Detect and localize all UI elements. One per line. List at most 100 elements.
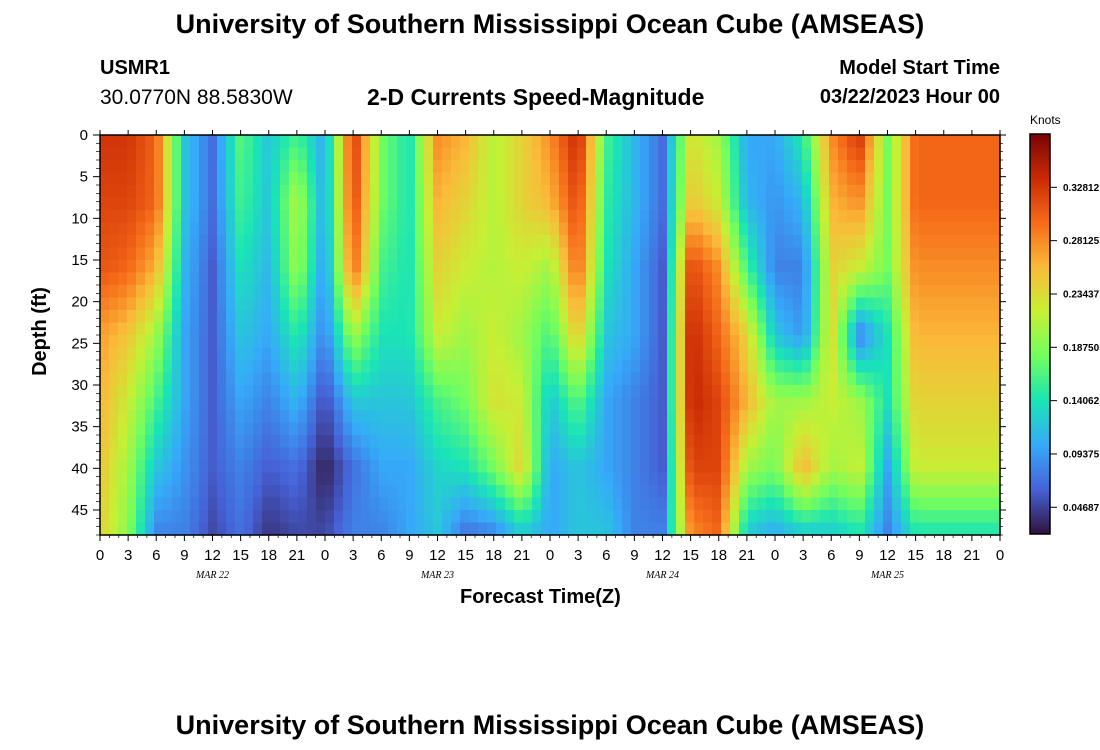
heatmap-cell xyxy=(433,410,443,424)
heatmap-cell xyxy=(325,485,335,499)
heatmap-cell xyxy=(703,410,713,424)
date-label: MAR 23 xyxy=(420,570,454,581)
heatmap-cell xyxy=(154,322,164,336)
heatmap-cell xyxy=(568,272,578,286)
heatmap-cell xyxy=(172,360,182,374)
heatmap-cell xyxy=(955,485,965,499)
heatmap-cell xyxy=(289,285,299,299)
heatmap-cell xyxy=(937,497,947,511)
heatmap-cell xyxy=(532,510,542,524)
heatmap-cell xyxy=(676,147,686,161)
heatmap-cell xyxy=(910,260,920,274)
heatmap-cell xyxy=(658,435,668,449)
heatmap-cell xyxy=(406,522,416,536)
heatmap-cell xyxy=(496,285,506,299)
heatmap-cell xyxy=(910,385,920,399)
heatmap-cell xyxy=(766,185,776,199)
heatmap-cell xyxy=(370,385,380,399)
heatmap-cell xyxy=(433,322,443,336)
heatmap-cell xyxy=(829,447,839,461)
heatmap-cell xyxy=(865,185,875,199)
x-tick-label: 6 xyxy=(377,547,385,564)
heatmap-cell xyxy=(379,385,389,399)
heatmap-cell xyxy=(973,472,983,486)
heatmap-cell xyxy=(199,135,209,149)
heatmap-cell xyxy=(262,197,272,211)
heatmap-cell xyxy=(622,347,632,361)
heatmap-cell xyxy=(280,347,290,361)
heatmap-cell xyxy=(442,297,452,311)
heatmap-cell xyxy=(685,310,695,324)
heatmap-cell xyxy=(208,447,218,461)
heatmap-cell xyxy=(982,297,992,311)
heatmap-cell xyxy=(253,497,263,511)
heatmap-cell xyxy=(613,235,623,249)
heatmap-cell xyxy=(595,472,605,486)
heatmap-cell xyxy=(478,197,488,211)
heatmap-cell xyxy=(757,322,767,336)
heatmap-cell xyxy=(451,222,461,236)
heatmap-cell xyxy=(406,247,416,261)
heatmap-cell xyxy=(802,185,812,199)
heatmap-cell xyxy=(577,435,587,449)
heatmap-cell xyxy=(928,160,938,174)
heatmap-cell xyxy=(604,422,614,436)
heatmap-cell xyxy=(442,522,452,536)
heatmap-cell xyxy=(955,272,965,286)
heatmap-cell xyxy=(721,485,731,499)
heatmap-cell xyxy=(721,322,731,336)
heatmap-cell xyxy=(874,222,884,236)
heatmap-cell xyxy=(460,172,470,186)
heatmap-cell xyxy=(649,385,659,399)
heatmap-cell xyxy=(991,372,1001,386)
heatmap-cell xyxy=(154,210,164,224)
heatmap-cell xyxy=(757,235,767,249)
heatmap-cell xyxy=(514,422,524,436)
heatmap-cell xyxy=(352,260,362,274)
heatmap-cell xyxy=(730,147,740,161)
heatmap-cell xyxy=(667,410,677,424)
heatmap-cell xyxy=(100,472,110,486)
heatmap-cell xyxy=(568,397,578,411)
heatmap-cell xyxy=(622,447,632,461)
heatmap-cell xyxy=(244,197,254,211)
heatmap-cell xyxy=(793,235,803,249)
heatmap-cell xyxy=(208,135,218,149)
heatmap-cell xyxy=(226,172,236,186)
heatmap-cell xyxy=(991,435,1001,449)
heatmap-cell xyxy=(226,410,236,424)
heatmap-cell xyxy=(181,372,191,386)
heatmap-cell xyxy=(244,322,254,336)
heatmap-cell xyxy=(136,247,146,261)
heatmap-cell xyxy=(928,222,938,236)
heatmap-cell xyxy=(802,385,812,399)
x-tick-label: 21 xyxy=(739,547,756,564)
heatmap-cell xyxy=(100,297,110,311)
heatmap-cell xyxy=(937,197,947,211)
heatmap-cell xyxy=(667,310,677,324)
heatmap-cell xyxy=(928,435,938,449)
heatmap-cell xyxy=(964,522,974,536)
heatmap-cell xyxy=(334,222,344,236)
heatmap-cell xyxy=(469,422,479,436)
heatmap-cell xyxy=(226,510,236,524)
heatmap-cell xyxy=(694,222,704,236)
heatmap-cell xyxy=(874,360,884,374)
heatmap-cell xyxy=(937,172,947,186)
heatmap-cell xyxy=(505,360,515,374)
heatmap-cell xyxy=(739,185,749,199)
heatmap-cell xyxy=(487,247,497,261)
heatmap-cell xyxy=(235,472,245,486)
heatmap-cell xyxy=(856,160,866,174)
heatmap-cell xyxy=(838,410,848,424)
heatmap-cell xyxy=(361,147,371,161)
heatmap-cell xyxy=(604,147,614,161)
heatmap-cell xyxy=(856,197,866,211)
heatmap-cell xyxy=(316,260,326,274)
heatmap-cell xyxy=(127,297,137,311)
heatmap-cell xyxy=(613,322,623,336)
heatmap-cell xyxy=(667,460,677,474)
heatmap-cell xyxy=(244,435,254,449)
heatmap-cell xyxy=(667,297,677,311)
heatmap-cell xyxy=(613,435,623,449)
